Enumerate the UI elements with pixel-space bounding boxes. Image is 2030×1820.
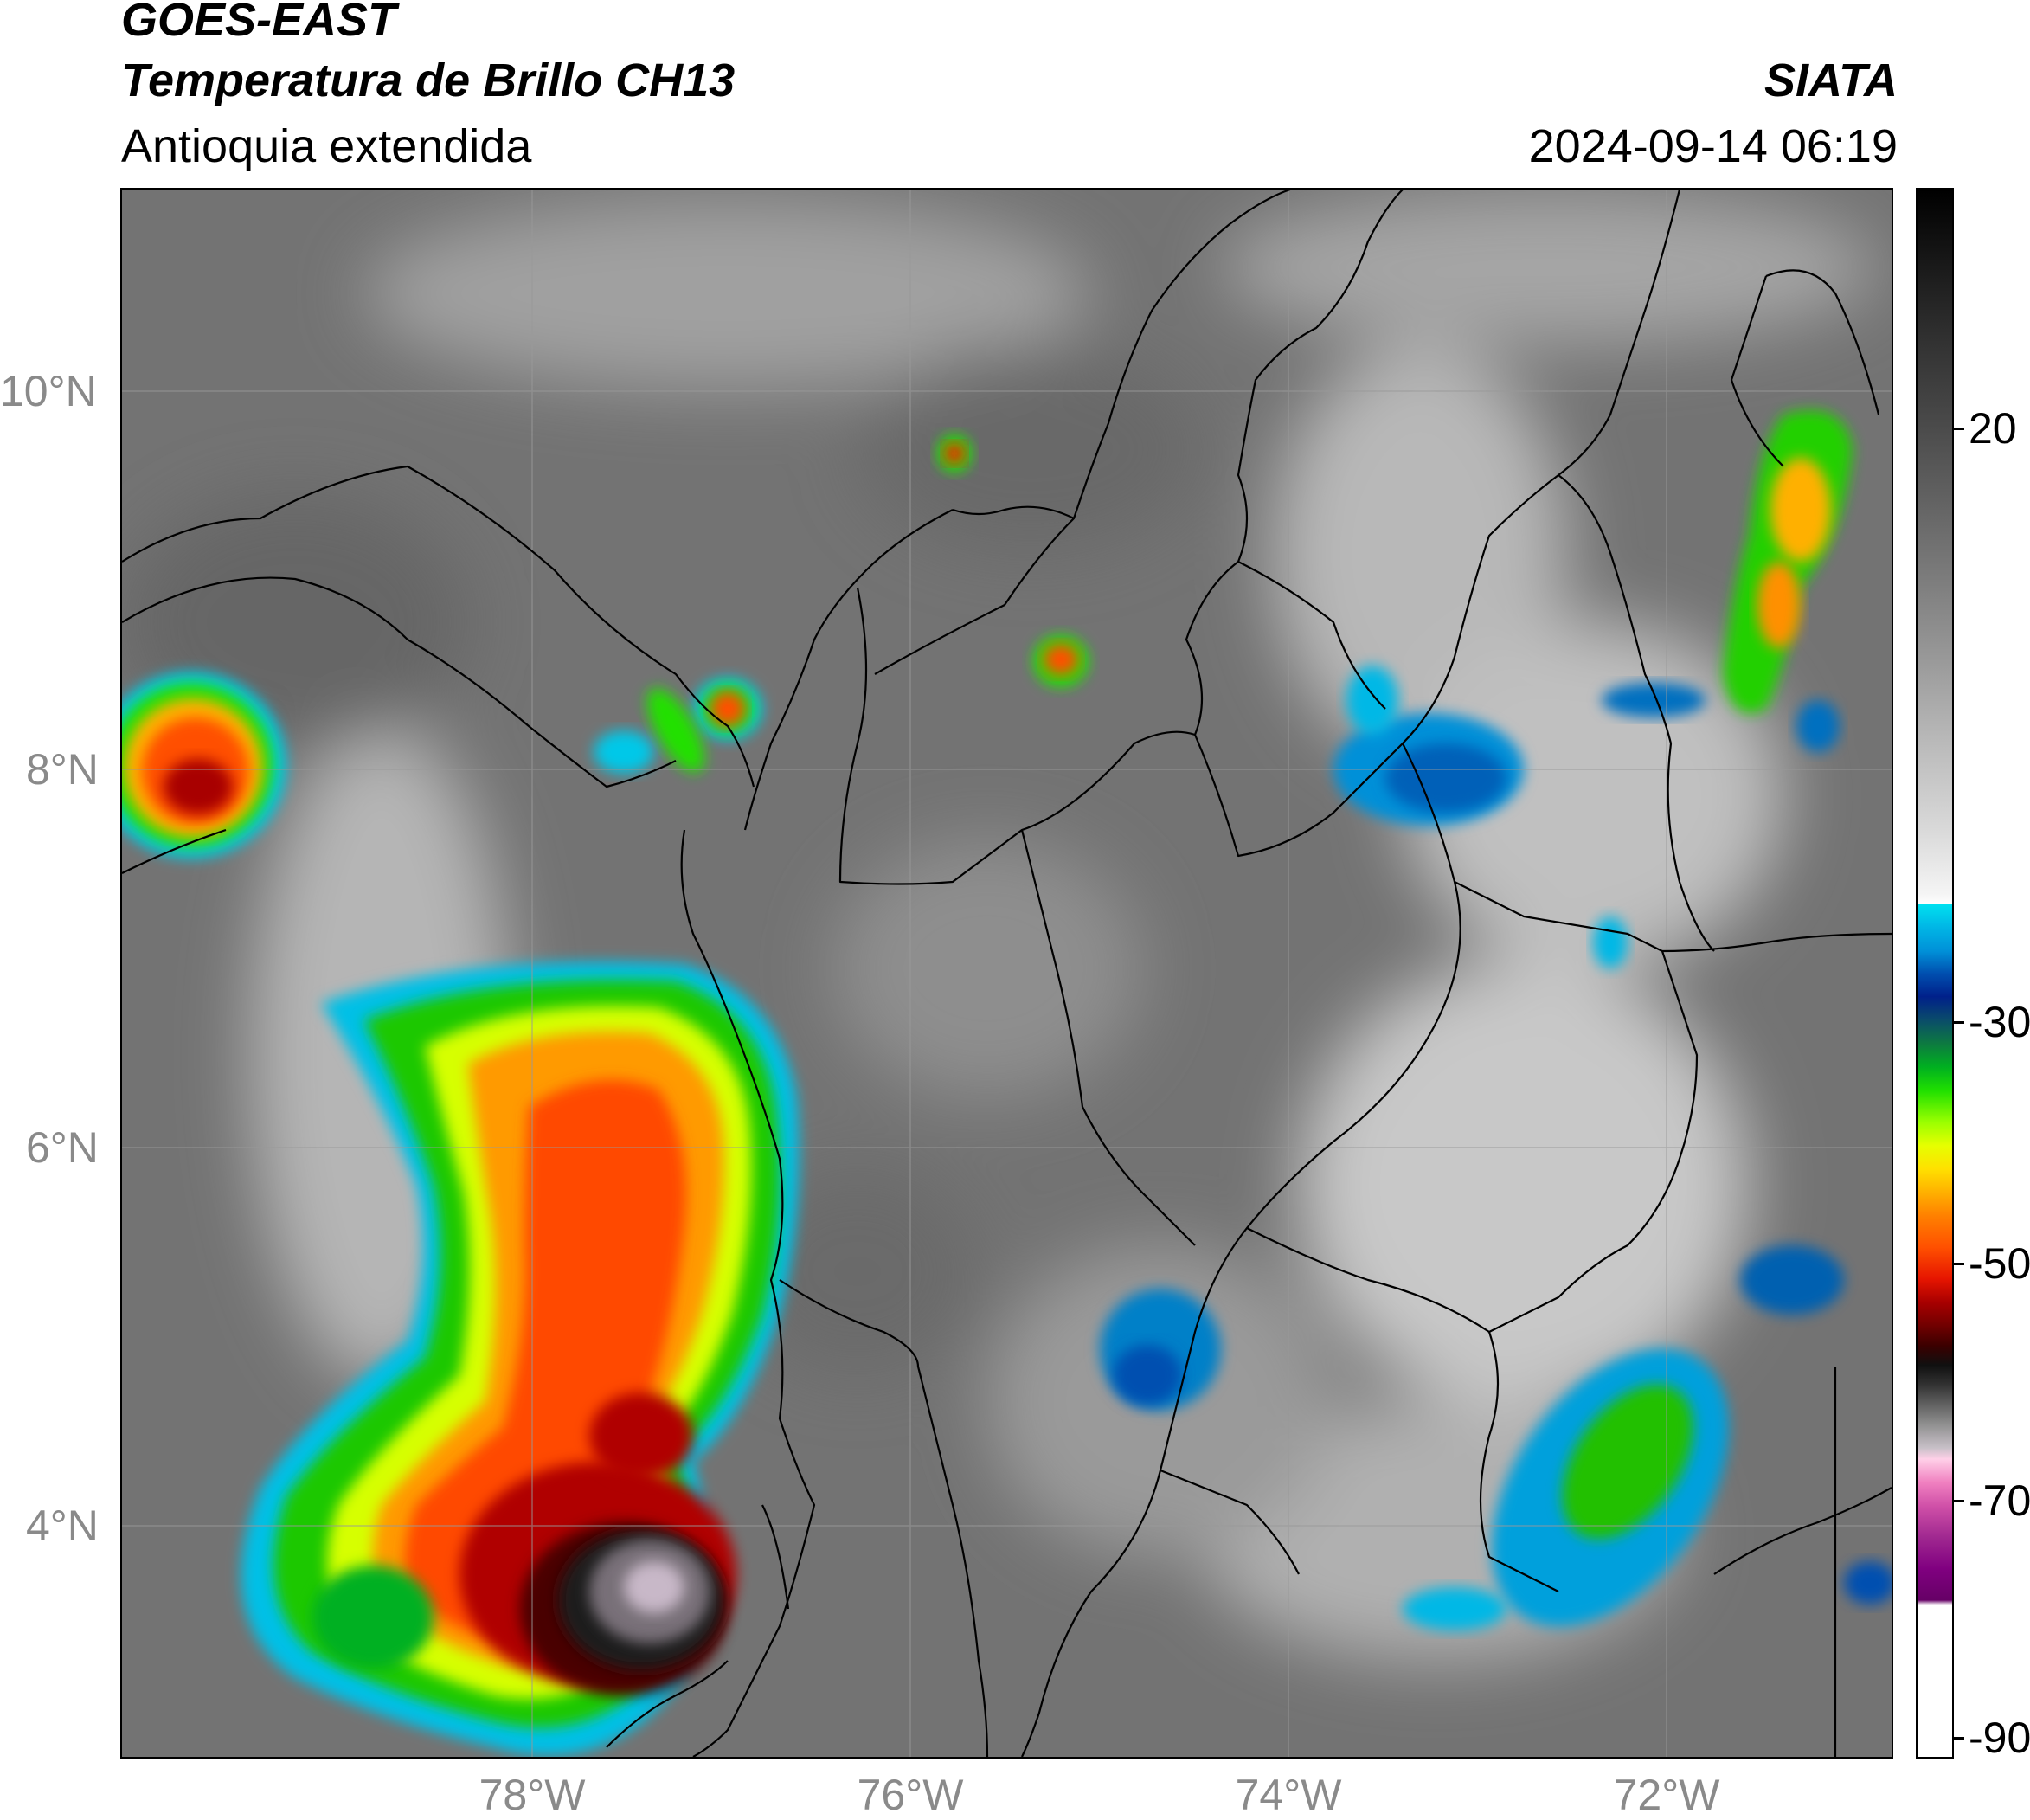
boundaries xyxy=(122,190,1892,1757)
colorbar-label-neg70: -70 xyxy=(1969,1476,2030,1525)
satellite-map[interactable] xyxy=(120,188,1893,1759)
colorbar-tick-neg90 xyxy=(1954,1737,1964,1740)
lon-label-76w: 76°W xyxy=(857,1771,964,1819)
storm-west xyxy=(122,672,286,859)
satellite-title: GOES-EAST xyxy=(121,0,397,46)
lat-label-4n: 4°N xyxy=(26,1502,99,1550)
colorbar-tick-20 xyxy=(1954,428,1964,430)
lat-label-8n: 8°N xyxy=(26,745,99,794)
lat-label-10n: 10°N xyxy=(0,367,97,415)
cloud-texture xyxy=(122,190,1879,1661)
organization-label: SIATA xyxy=(1764,55,1898,106)
colorbar-tick-neg50 xyxy=(1954,1263,1964,1265)
colorbar-tick-neg70 xyxy=(1954,1500,1964,1502)
colorbar-label-neg50: -50 xyxy=(1969,1239,2030,1288)
lon-label-78w: 78°W xyxy=(479,1771,586,1819)
region-subtitle: Antioquia extendida xyxy=(121,120,532,172)
temperature-colorbar xyxy=(1916,188,1954,1759)
colorbar-label-neg90: -90 xyxy=(1969,1714,2030,1762)
cold-cloud-areas xyxy=(1100,666,1892,1630)
timestamp-label: 2024-09-14 06:19 xyxy=(1528,120,1898,172)
colorbar-label-20: 20 xyxy=(1969,404,2017,453)
graticule xyxy=(122,190,1892,1757)
product-title: Temperatura de Brillo CH13 xyxy=(121,55,736,106)
colorbar-tick-neg30 xyxy=(1954,1021,1964,1024)
lon-label-74w: 74°W xyxy=(1235,1771,1342,1819)
colorbar-label-neg30: -30 xyxy=(1969,998,2030,1046)
lat-label-6n: 6°N xyxy=(26,1123,99,1172)
storm-northeast xyxy=(1602,410,1853,752)
lon-label-72w: 72°W xyxy=(1613,1771,1720,1819)
storm-small-cells xyxy=(594,434,1089,774)
